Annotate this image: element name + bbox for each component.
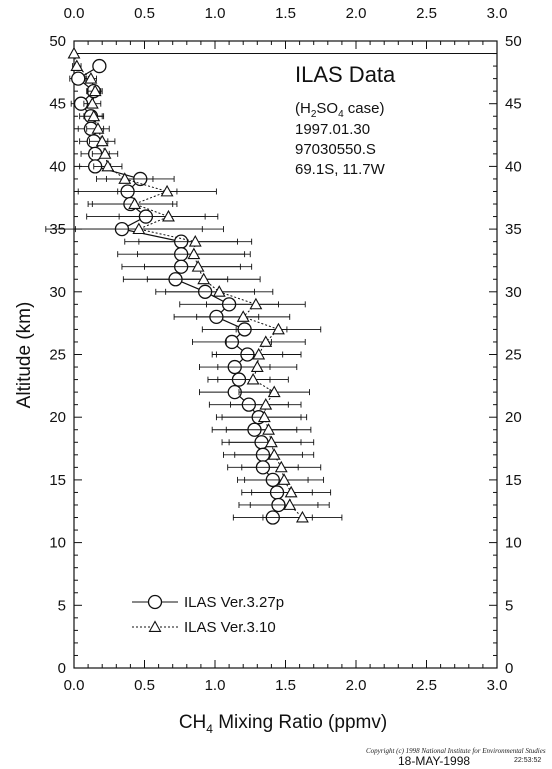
- y-tick-label-left: 50: [49, 33, 66, 50]
- data-point-triangle: [246, 372, 260, 385]
- legend-marker-triangle: [148, 620, 162, 632]
- data-point-triangle: [84, 71, 98, 84]
- series-ver3-10: [67, 46, 343, 523]
- data-point-triangle: [267, 385, 281, 398]
- x-tick-label-top: 1.5: [275, 5, 296, 22]
- series-layer: [45, 46, 343, 525]
- y-tick-label-right: 25: [505, 347, 522, 364]
- y-tick-label-left: 20: [49, 409, 66, 426]
- y-tick-label-left: 45: [49, 96, 66, 113]
- data-point-triangle: [188, 235, 202, 247]
- x-axis-title: CH4 Mixing Ratio (ppmv): [179, 712, 387, 736]
- annotation-case: (H2SO4 case): [295, 100, 385, 120]
- y-tick-label-right: 20: [505, 409, 522, 426]
- y-tick-label-left: 30: [49, 284, 66, 301]
- data-point-triangle: [132, 222, 146, 235]
- y-tick-label-right: 40: [505, 158, 522, 175]
- copyright-notice: Copyright (c) 1998 National Institute fo…: [366, 747, 546, 755]
- y-tick-label-right: 15: [505, 472, 522, 489]
- data-point-triangle: [67, 46, 81, 59]
- y-tick-label-right: 10: [505, 535, 522, 552]
- data-point-triangle: [259, 398, 273, 410]
- x-tick-label-top: 0.5: [134, 5, 155, 22]
- data-point-triangle: [87, 109, 101, 122]
- data-point-triangle: [259, 335, 273, 347]
- axes: 0.0 0.5 1.0 1.5 2.0 2.5 3.0 0.0 0.5 1.0 1.5 2.0 2.5 3…: [49, 5, 521, 694]
- data-point-circle: [71, 71, 86, 86]
- data-point-triangle: [162, 209, 175, 222]
- data-point-triangle: [118, 172, 132, 184]
- data-point-triangle: [197, 272, 211, 285]
- annotation-file: 97030550.S: [295, 141, 376, 158]
- y-tick-label-right: 30: [505, 284, 522, 301]
- x-tick-label-top: 1.0: [205, 5, 226, 22]
- x-tick-label-bottom: 2.5: [416, 677, 437, 694]
- data-point-triangle: [128, 197, 142, 209]
- data-point-triangle: [191, 260, 205, 272]
- legend-marker-circle: [147, 594, 163, 610]
- data-point-triangle: [212, 285, 226, 297]
- y-tick-label-left: 15: [49, 472, 66, 489]
- data-point-triangle: [95, 134, 109, 147]
- y-tick-label-left: 35: [49, 221, 66, 238]
- y-tick-label-left: 40: [49, 158, 66, 175]
- data-point-triangle: [250, 360, 264, 372]
- y-tick-label-left: 5: [58, 597, 66, 614]
- data-point-triangle: [277, 473, 291, 485]
- legend: ILAS Ver.3.27p ILAS Ver.3.10: [132, 594, 284, 636]
- y-tick-label-right: 0: [505, 660, 513, 677]
- y-tick-label-left: 0: [58, 660, 66, 677]
- data-point-triangle: [295, 510, 309, 523]
- data-point-triangle: [98, 147, 112, 159]
- data-point-triangle: [236, 310, 250, 322]
- data-point-triangle: [272, 322, 285, 335]
- series-line: [73, 53, 303, 518]
- data-point-triangle: [160, 184, 174, 197]
- data-point-triangle: [70, 59, 84, 72]
- x-tick-label-bottom: 2.0: [346, 677, 367, 694]
- x-tick-label-bottom: 3.0: [487, 677, 508, 694]
- y-tick-label-right: 45: [505, 96, 522, 113]
- data-point-triangle: [88, 84, 102, 97]
- x-tick-label-top: 2.5: [416, 5, 437, 22]
- legend-label: ILAS Ver.3.27p: [184, 594, 284, 611]
- data-point-triangle: [252, 347, 266, 360]
- timestamp-time: 22:53:52: [514, 757, 542, 764]
- chart-title: ILAS Data: [295, 62, 396, 87]
- x-tick-label-bottom: 1.5: [275, 677, 296, 694]
- y-tick-label-left: 10: [49, 535, 66, 552]
- data-point-triangle: [264, 435, 278, 448]
- x-tick-label-top: 2.0: [346, 5, 367, 22]
- data-point-circle: [92, 58, 107, 74]
- data-point-triangle: [283, 498, 297, 510]
- x-tick-label-bottom: 0.0: [64, 677, 85, 694]
- y-tick-label-right: 35: [505, 221, 522, 238]
- data-point-triangle: [262, 423, 276, 435]
- x-tick-label-bottom: 1.0: [205, 677, 226, 694]
- data-point-triangle: [249, 297, 263, 310]
- data-point-triangle: [267, 448, 281, 460]
- data-point-triangle: [274, 460, 288, 473]
- data-point-triangle: [85, 97, 99, 109]
- data-point-triangle: [257, 410, 271, 423]
- data-point-triangle: [284, 485, 298, 498]
- annotation-date: 1997.01.30: [295, 121, 370, 138]
- x-tick-label-top: 3.0: [487, 5, 508, 22]
- y-tick-label-left: 25: [49, 347, 66, 364]
- x-tick-label-bottom: 0.5: [134, 677, 155, 694]
- y-axis-title: Altitude (km): [14, 302, 35, 409]
- legend-label: ILAS Ver.3.10: [184, 619, 276, 636]
- data-point-triangle: [91, 122, 105, 134]
- y-tick-label-right: 5: [505, 597, 513, 614]
- x-tick-label-top: 0.0: [64, 5, 85, 22]
- data-point-triangle: [187, 247, 201, 260]
- timestamp-date: 18-MAY-1998: [398, 754, 471, 768]
- data-point-triangle: [101, 159, 115, 172]
- y-tick-label-right: 50: [505, 33, 522, 50]
- annotation-location: 69.1S, 11.7W: [295, 161, 386, 178]
